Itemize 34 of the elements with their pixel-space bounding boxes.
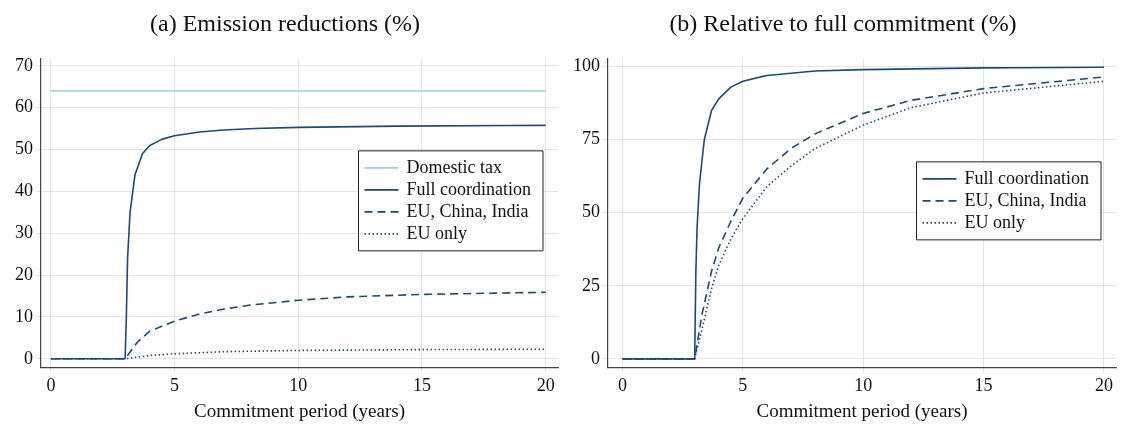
y-tick-label: 30 bbox=[15, 222, 33, 243]
y-tick-label: 100 bbox=[573, 55, 600, 76]
x-tick-label: 10 bbox=[854, 375, 873, 396]
legend-label: Domestic tax bbox=[406, 156, 502, 177]
x-axis-title: Commitment period (years) bbox=[756, 399, 968, 422]
y-tick-label: 75 bbox=[582, 128, 600, 149]
x-tick-label: 15 bbox=[412, 375, 431, 396]
chart-title: (a) Emission reductions (%) bbox=[150, 9, 420, 36]
y-tick-label: 25 bbox=[582, 274, 600, 295]
y-tick-label: 60 bbox=[15, 96, 33, 117]
y-tick-label: 0 bbox=[24, 347, 33, 368]
legend-label: EU only bbox=[964, 211, 1026, 232]
x-tick-label: 10 bbox=[289, 375, 308, 396]
y-tick-label: 40 bbox=[15, 180, 33, 201]
y-tick-label: 0 bbox=[591, 347, 600, 368]
x-axis-title: Commitment period (years) bbox=[193, 399, 406, 422]
x-tick-label: 5 bbox=[738, 375, 748, 396]
legend-label: EU, China, India bbox=[406, 200, 529, 221]
x-tick-label: 20 bbox=[536, 375, 555, 396]
x-tick-label: 15 bbox=[974, 375, 993, 396]
legend-label: EU, China, India bbox=[964, 189, 1087, 210]
x-tick-label: 20 bbox=[1094, 375, 1113, 396]
legend-label: EU only bbox=[406, 222, 468, 243]
y-tick-label: 10 bbox=[15, 305, 33, 326]
y-tick-label: 50 bbox=[15, 138, 33, 159]
legend-label: Full coordination bbox=[964, 167, 1090, 188]
y-tick-label: 20 bbox=[15, 263, 33, 284]
legend-label: Full coordination bbox=[406, 178, 532, 199]
x-tick-label: 0 bbox=[617, 375, 627, 396]
y-tick-label: 70 bbox=[15, 54, 33, 75]
y-tick-label: 50 bbox=[582, 201, 600, 222]
x-tick-label: 5 bbox=[170, 375, 180, 396]
chart-title: (b) Relative to full commitment (%) bbox=[669, 9, 1017, 36]
x-tick-label: 0 bbox=[46, 375, 56, 396]
